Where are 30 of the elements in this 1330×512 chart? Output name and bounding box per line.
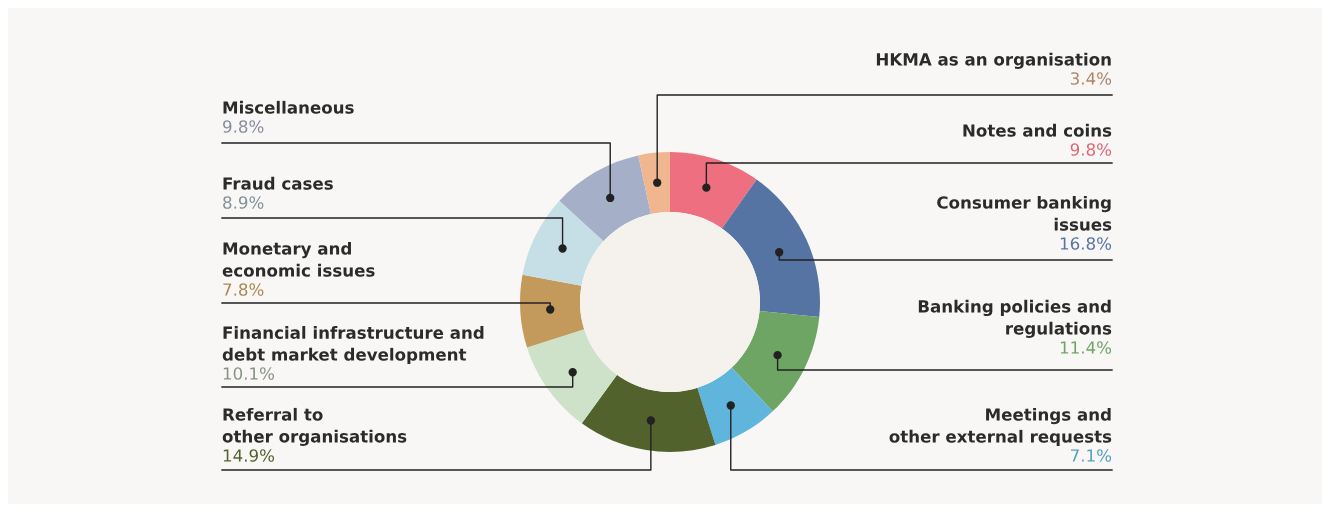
data-label: 8.9%: [223, 196, 264, 209]
data-label: 9.8%: [223, 120, 264, 133]
data-label: 7.8%: [223, 283, 264, 296]
slice-label: Fraud cases: [223, 176, 333, 190]
data-label: 3.4%: [1070, 72, 1112, 85]
data-label: 7.1%: [1071, 449, 1112, 462]
slice-label: Financial infrastructure and debt market development: [222, 326, 484, 364]
data-label: 14.9%: [223, 449, 275, 462]
slice-label: Meetings and other external requests: [889, 407, 1112, 446]
donut-slice: [581, 374, 716, 452]
data-label: 16.8%: [1060, 237, 1112, 250]
donut-slice: [520, 274, 585, 348]
slice-label: Notes and coins: [963, 123, 1112, 137]
data-label: 11.4%: [1060, 341, 1112, 354]
donut-slice: [527, 329, 618, 424]
slice-label: HKMA as an organisation: [876, 52, 1111, 69]
donut-slice: [731, 311, 820, 412]
donut-slice: [721, 179, 820, 318]
donut-slice: [670, 152, 757, 229]
slice-label: Banking policies and regulations: [918, 299, 1112, 338]
slice-label: Monetary and economic issues: [222, 241, 375, 277]
donut-slice: [522, 200, 604, 286]
slice-label: Referral to other organisations: [222, 407, 407, 446]
donut-slice: [559, 155, 651, 242]
data-label: 9.8%: [1070, 143, 1112, 156]
data-label: 10.1%: [223, 367, 275, 380]
slice-label: Consumer banking issues: [937, 195, 1112, 231]
donut-slice: [638, 152, 670, 215]
donut-slice: [697, 367, 773, 445]
slice-label: Miscellaneous: [223, 100, 354, 114]
